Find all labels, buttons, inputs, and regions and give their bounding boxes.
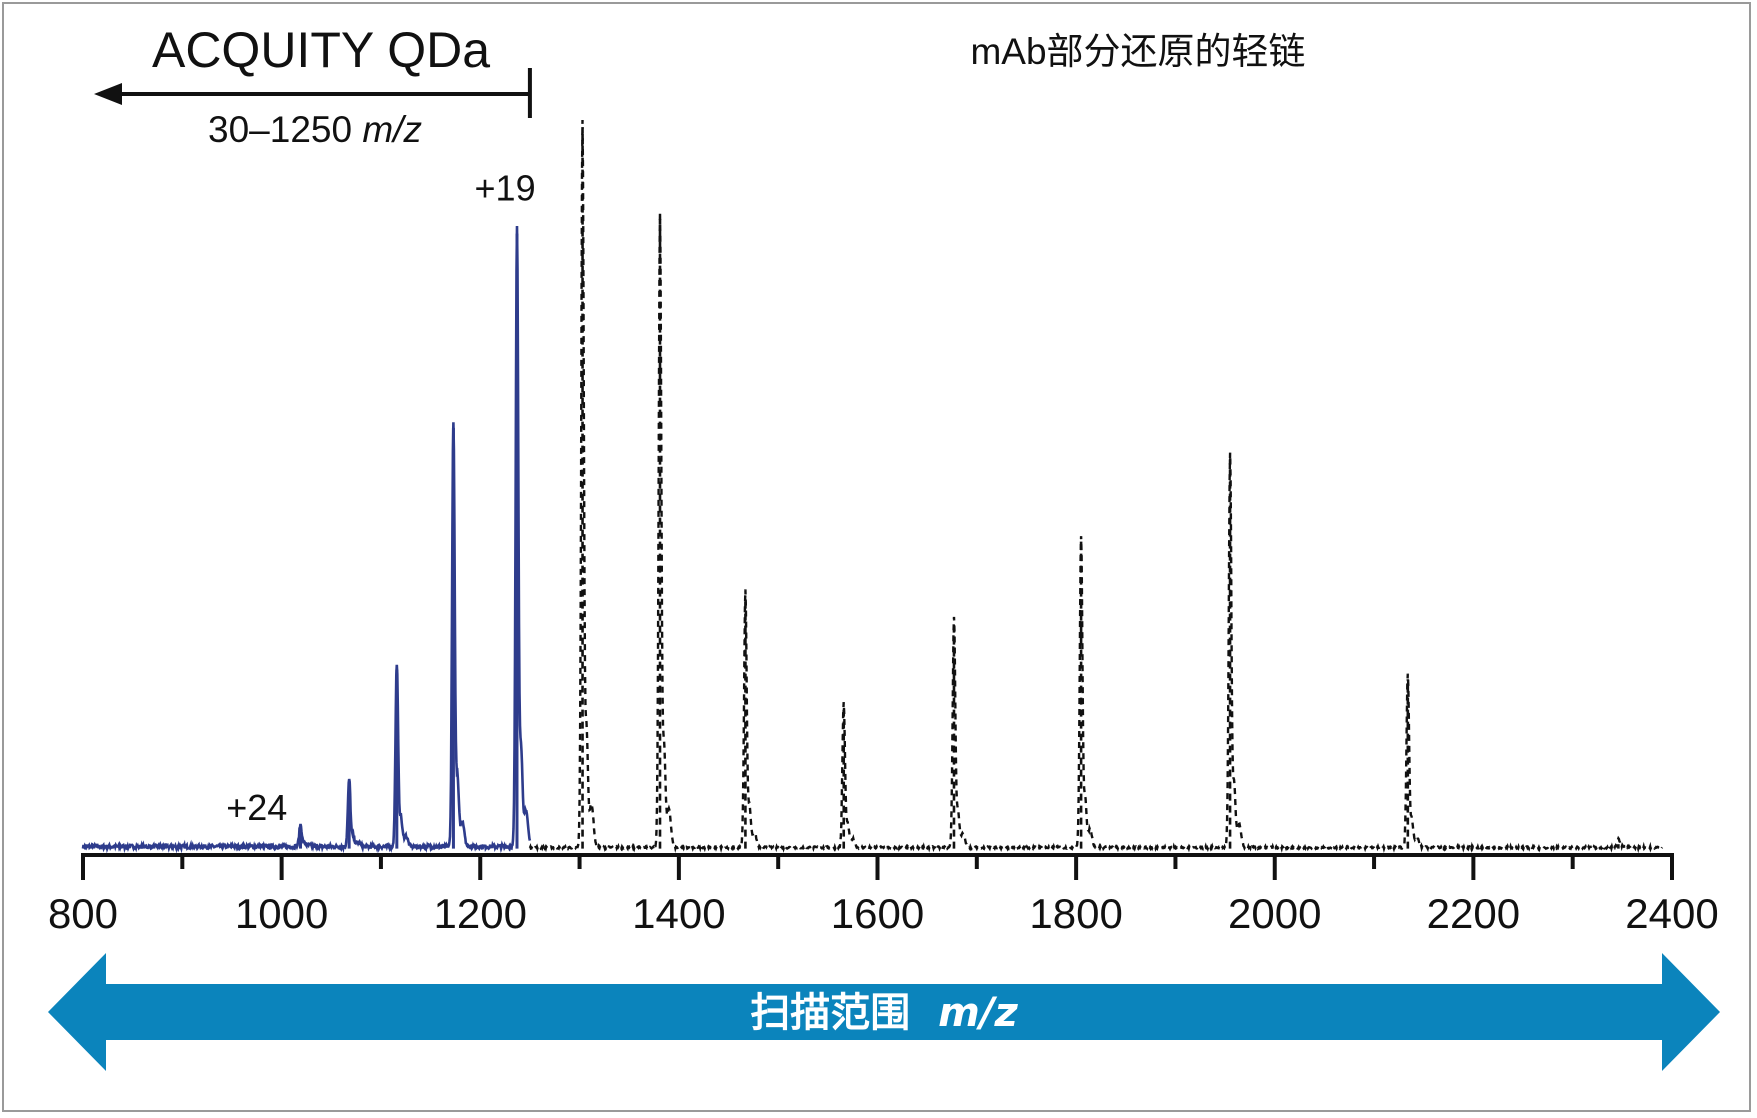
x-tick-label: 2400 — [1625, 890, 1718, 937]
x-tick-label: 800 — [48, 890, 118, 937]
x-tick-label: 1000 — [235, 890, 328, 937]
x-axis: 800 1000 1200 1400 1600 1800 2000 2200 2400 — [48, 853, 1719, 937]
series-line — [528, 119, 1664, 854]
x-axis-label: 扫描范围 m/z — [750, 990, 1018, 1036]
x-axis-ticks — [81, 855, 1674, 880]
spectrum-traces — [81, 119, 1664, 854]
x-axis-label-unit: m/z — [938, 990, 1018, 1036]
x-axis-label-text: 扫描范围 — [750, 990, 910, 1036]
x-tick-label: 1800 — [1029, 890, 1122, 937]
x-tick-label: 1200 — [434, 890, 527, 937]
scan-range-banner: 扫描范围 m/z — [48, 953, 1720, 1071]
range-label-unit: m/z — [362, 109, 422, 150]
x-axis-tick-labels: 800 1000 1200 1400 1600 1800 2000 2200 2400 — [48, 890, 1719, 937]
x-tick-label: 1400 — [632, 890, 725, 937]
range-label-value: 30–1250 — [208, 109, 352, 150]
left-arrowhead-icon — [94, 83, 122, 105]
series-line — [81, 225, 532, 854]
charge-state-label: +24 — [226, 787, 287, 828]
charge-state-label: +19 — [475, 168, 536, 209]
chart-title: mAb部分还原的轻链 — [970, 31, 1305, 72]
double-arrow-icon — [48, 953, 1720, 1071]
x-tick-label: 2000 — [1228, 890, 1321, 937]
x-tick-label: 1600 — [831, 890, 924, 937]
qda-trace — [81, 225, 532, 854]
qda-range-arrow — [94, 68, 532, 118]
full-range-trace — [528, 119, 1664, 854]
x-tick-label: 2200 — [1427, 890, 1520, 937]
range-label: 30–1250 m/z — [208, 109, 422, 150]
instrument-label: ACQUITY QDa — [152, 22, 490, 78]
charge-state-annotations: +24 +19 — [226, 168, 535, 828]
